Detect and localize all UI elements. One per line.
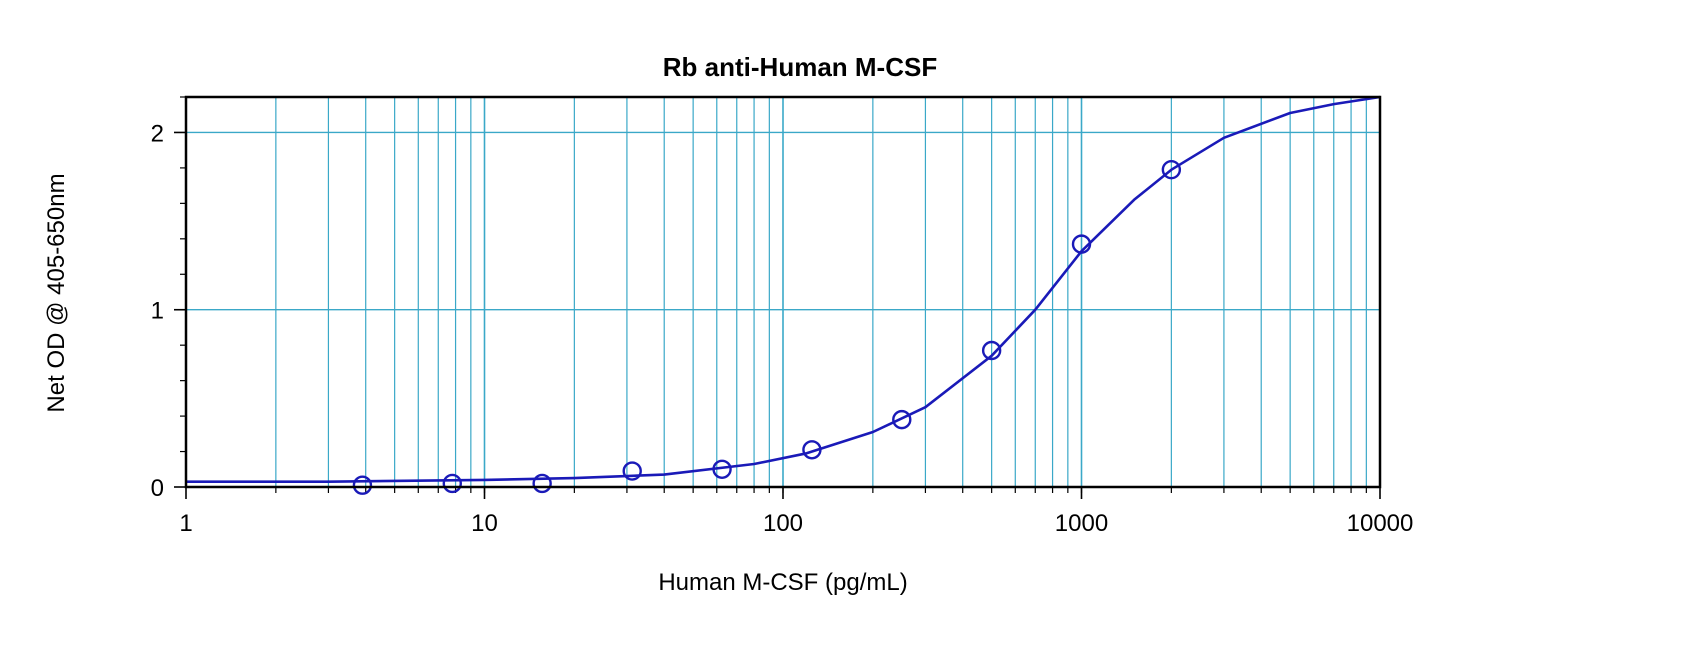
data-point (802, 440, 822, 460)
data-point (352, 475, 373, 495)
x-tick-label: 100 (763, 510, 803, 537)
y-tick-label: 0 (151, 475, 164, 502)
y-axis-label: Net OD @ 405-650nm (43, 173, 70, 412)
data-point (892, 409, 912, 430)
data-point (1071, 234, 1092, 254)
x-tick-label: 1 (179, 510, 192, 537)
fit-curve (186, 95, 1381, 484)
data-point (442, 473, 462, 494)
grid (186, 97, 1380, 487)
data-point (712, 459, 732, 479)
data-point (1161, 159, 1182, 180)
y-tick-label: 2 (151, 120, 164, 147)
x-tick-label: 10 (471, 510, 498, 537)
data-point (622, 461, 642, 481)
data-point (981, 340, 1002, 361)
x-tick-label: 10000 (1347, 510, 1414, 537)
x-axis-label: Human M-CSF (pg/mL) (658, 569, 907, 596)
plot-series (186, 95, 1381, 495)
plot-frame (184, 95, 1382, 489)
x-tick-label: 1000 (1055, 510, 1108, 537)
data-point (532, 473, 552, 494)
chart-title: Rb anti-Human M-CSF (663, 52, 937, 82)
y-tick-label: 1 (151, 298, 164, 325)
